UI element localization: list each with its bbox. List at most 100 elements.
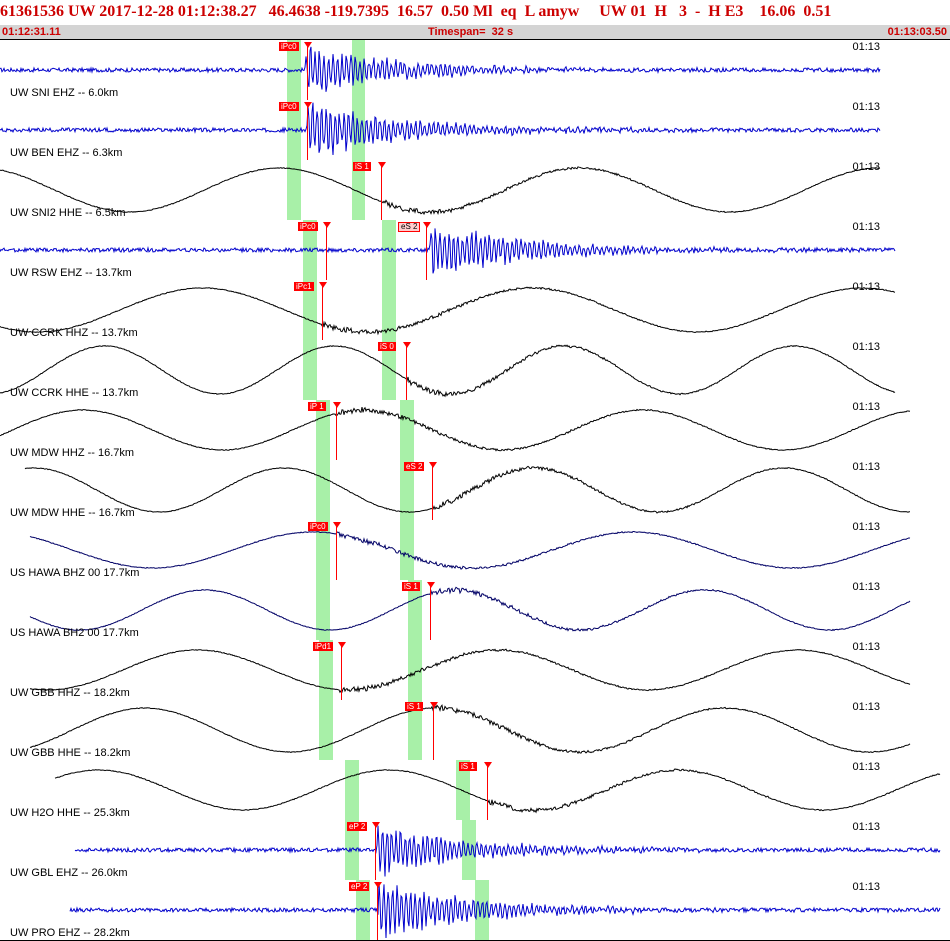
pick-arrow-icon [403, 342, 411, 348]
pick-marker-label[interactable]: eP 2 [349, 882, 370, 891]
waveform-line [29, 586, 911, 632]
pick-marker-label[interactable]: eS 2 [404, 462, 425, 471]
pick-line[interactable] [307, 102, 308, 160]
pick-line[interactable] [322, 282, 323, 340]
pick-arrow-icon [429, 462, 437, 468]
pick-window[interactable] [287, 40, 301, 100]
time-marker-label: 01:13 [852, 761, 880, 773]
pick-marker-label[interactable]: iPc0 [298, 222, 318, 231]
trace-panel[interactable]: eP 2 UW GBL EHZ -- 26.0km 01:13 [0, 820, 950, 881]
pick-line[interactable] [307, 42, 308, 100]
waveform-trace [0, 228, 896, 274]
channel-label: UW H2O HHE -- 25.3km [10, 807, 130, 819]
waveform-trace [0, 406, 911, 452]
pick-line[interactable] [377, 882, 378, 940]
pick-marker-label[interactable]: iPd1 [313, 642, 334, 651]
waveform-trace [0, 166, 881, 216]
pick-arrow-icon [372, 822, 380, 828]
time-marker-label: 01:13 [852, 821, 880, 833]
pick-line[interactable] [341, 642, 342, 700]
waveform-trace [29, 704, 911, 755]
pick-marker-label[interactable]: iS 1 [405, 702, 423, 711]
trace-panel[interactable]: iPd1 UW GBB HHZ -- 18.2km 01:13 [0, 640, 950, 701]
trace-panel[interactable]: iPc0 UW BEN EHZ -- 6.3km 01:13 [0, 100, 950, 161]
trace-panel[interactable]: iPc1 UW CCRK HHZ -- 13.7km 01:13 [0, 280, 950, 341]
pick-window[interactable] [408, 640, 422, 700]
pick-window[interactable] [382, 280, 396, 340]
pick-marker-label[interactable]: iS 1 [353, 162, 371, 171]
time-marker-label: 01:13 [852, 701, 880, 713]
pick-window[interactable] [316, 580, 330, 640]
trace-panel[interactable]: iPc0 eS 2 UW RSW EHZ -- 13.7km 01:13 [0, 220, 950, 281]
pick-window[interactable] [382, 340, 396, 400]
trace-panel[interactable]: iS 1 UW H2O HHE -- 25.3km 01:13 [0, 760, 950, 821]
pick-line[interactable] [381, 162, 382, 220]
trace-panel[interactable]: eS 2 UW MDW HHE -- 16.7km 01:13 [0, 460, 950, 521]
pick-marker-label[interactable]: iPc0 [308, 522, 328, 531]
trace-panel[interactable]: iP 1 UW MDW HHZ -- 16.7km 01:13 [0, 400, 950, 461]
pick-line[interactable] [336, 522, 337, 580]
event-summary: 61361536 UW 2017-12-28 01:12:38.27 46.46… [0, 3, 832, 20]
pick-marker-label[interactable]: iPc0 [279, 102, 299, 111]
pick-marker-label[interactable]: iS 1 [459, 762, 477, 771]
trace-panel[interactable]: eP 2 UW PRO EHZ -- 28.2km 01:13 [0, 880, 950, 941]
pick-arrow-icon [304, 102, 312, 108]
pick-arrow-icon [378, 162, 386, 168]
pick-window[interactable] [316, 460, 330, 520]
end-time: 01:13:03.50 [887, 26, 947, 38]
pick-line[interactable] [426, 222, 427, 280]
pick-line[interactable] [430, 582, 431, 640]
channel-label: UW SNI EHZ -- 6.0km [10, 87, 119, 99]
pick-line[interactable] [375, 822, 376, 880]
trace-panel[interactable]: iS 1 UW SNI2 HHE -- 6.5km 01:13 [0, 160, 950, 221]
trace-panel[interactable]: iPc0 US HAWA BHZ 00 17.7km 01:13 [0, 520, 950, 581]
trace-panel[interactable]: iS 1 US HAWA BH2 00 17.7km 01:13 [0, 580, 950, 641]
waveform-trace [0, 46, 881, 92]
pick-window[interactable] [319, 700, 333, 760]
pick-line[interactable] [336, 402, 337, 460]
pick-window[interactable] [319, 640, 333, 700]
pick-window[interactable] [408, 580, 422, 640]
pick-window[interactable] [303, 220, 317, 280]
pick-window[interactable] [316, 400, 330, 460]
pick-window[interactable] [475, 880, 489, 940]
pick-marker-label[interactable]: iS 1 [402, 582, 420, 591]
pick-window[interactable] [316, 520, 330, 580]
trace-panel[interactable]: iS 1 UW GBB HHE -- 18.2km 01:13 [0, 700, 950, 761]
start-time: 01:12:31.11 [2, 26, 61, 38]
time-bar: 01:12:31.11 Timespan= 32 s 01:13:03.50 [0, 25, 950, 40]
waveform-line [29, 704, 911, 755]
pick-marker-label[interactable]: iS 0 [378, 342, 396, 351]
trace-panel[interactable]: iPc0 UW SNI EHZ -- 6.0km 01:13 [0, 40, 950, 101]
pick-line[interactable] [433, 702, 434, 760]
pick-window[interactable] [408, 700, 422, 760]
pick-line[interactable] [326, 222, 327, 280]
channel-label: UW GBL EHZ -- 26.0km [10, 867, 128, 879]
trace-panel[interactable]: iS 0 UW CCRK HHE -- 13.7km 01:13 [0, 340, 950, 401]
pick-window[interactable] [303, 280, 317, 340]
time-marker-label: 01:13 [852, 221, 880, 233]
channel-label: UW CCRK HHE -- 13.7km [10, 387, 139, 399]
pick-window[interactable] [400, 460, 414, 520]
pick-marker-label[interactable]: iPc0 [279, 42, 299, 51]
waveform-line [0, 286, 896, 336]
time-marker-label: 01:13 [852, 341, 880, 353]
pick-line[interactable] [406, 342, 407, 400]
channel-label: UW SNI2 HHE -- 6.5km [10, 207, 126, 219]
waveform-trace [74, 825, 941, 877]
channel-label: UW PRO EHZ -- 28.2km [10, 927, 130, 939]
pick-marker-label[interactable]: eS 2 [398, 222, 421, 232]
waveform-trace [0, 102, 881, 156]
pick-window[interactable] [400, 400, 414, 460]
pick-window[interactable] [303, 340, 317, 400]
pick-line[interactable] [487, 762, 488, 820]
pick-line[interactable] [432, 462, 433, 520]
pick-window[interactable] [287, 160, 301, 220]
pick-arrow-icon [333, 402, 341, 408]
pick-marker-label[interactable]: eP 2 [347, 822, 368, 831]
pick-window[interactable] [352, 160, 365, 220]
pick-window[interactable] [400, 520, 414, 580]
pick-marker-label[interactable]: iP 1 [308, 402, 326, 411]
pick-marker-label[interactable]: iPc1 [294, 282, 314, 291]
timespan: Timespan= 32 s [428, 26, 514, 38]
